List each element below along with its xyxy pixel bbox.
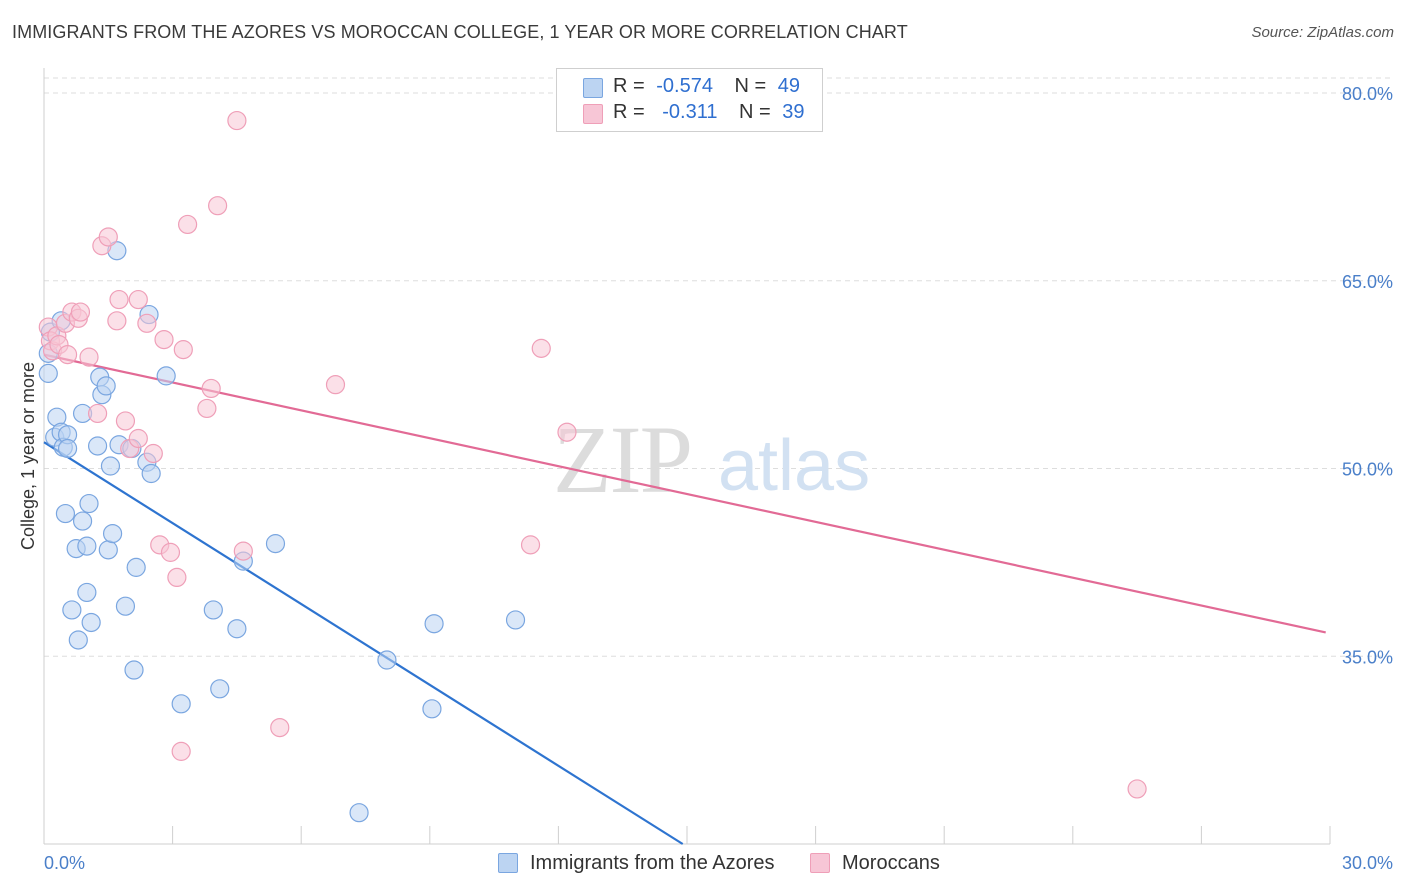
legend-n-label: N =: [739, 101, 771, 123]
data-point-moroccans: [197, 398, 217, 419]
series-name-azores: Immigrants from the Azores: [530, 852, 775, 874]
chart-title: IMMIGRANTS FROM THE AZORES VS MOROCCAN C…: [12, 22, 908, 42]
data-point-azores: [115, 596, 136, 616]
watermark-zip: ZIP: [553, 406, 691, 513]
data-point-moroccans: [143, 443, 163, 464]
data-point-azores: [210, 679, 230, 699]
data-point-moroccans: [154, 330, 174, 350]
data-point-azores: [87, 436, 108, 456]
y-tick-label: 80.0%: [1342, 84, 1393, 104]
data-point-azores: [102, 523, 123, 544]
data-point-moroccans: [128, 428, 148, 449]
data-point-azores: [422, 699, 442, 719]
data-point-moroccans: [115, 411, 136, 431]
data-point-azores: [377, 650, 397, 670]
data-point-azores: [77, 582, 97, 603]
data-point-azores: [55, 503, 76, 524]
data-point-azores: [126, 557, 146, 577]
data-point-moroccans: [109, 289, 129, 310]
x-ticks: [43, 826, 1331, 844]
data-point-moroccans: [233, 541, 253, 561]
legend-n-label: N =: [734, 75, 767, 97]
data-point-moroccans: [98, 227, 118, 247]
data-point-azores: [349, 803, 369, 823]
data-point-moroccans: [171, 741, 191, 761]
data-point-moroccans: [70, 302, 91, 322]
data-point-azores: [424, 614, 444, 634]
x-tick-label-max: 30.0%: [1342, 853, 1393, 873]
data-point-azores: [98, 540, 118, 560]
data-point-azores: [227, 619, 247, 639]
series-swatch-moroccans: [810, 853, 830, 873]
legend-swatch-azores: [583, 78, 603, 98]
data-point-azores: [72, 511, 93, 531]
data-point-moroccans: [557, 422, 577, 442]
data-point-moroccans: [520, 535, 541, 555]
data-point-moroccans: [227, 110, 247, 131]
y-tick-labels: 35.0% 50.0% 65.0% 80.0%: [1342, 84, 1393, 667]
data-point-azores: [505, 610, 526, 630]
data-point-moroccans: [128, 289, 148, 310]
series-name-moroccans: Moroccans: [842, 852, 940, 874]
data-point-moroccans: [178, 214, 198, 235]
data-point-moroccans: [208, 196, 228, 216]
y-tick-label: 35.0%: [1342, 647, 1393, 667]
data-point-moroccans: [167, 567, 187, 588]
legend-r-value-azores: -0.574: [656, 75, 713, 97]
data-point-azores: [77, 536, 97, 556]
legend-r-label: R =: [613, 75, 645, 97]
y-tick-label: 65.0%: [1342, 272, 1393, 292]
watermark-atlas: atlas: [718, 426, 870, 506]
data-point-azores: [124, 660, 144, 680]
data-point-moroccans: [57, 345, 78, 365]
data-point-moroccans: [325, 375, 346, 395]
data-point-azores: [96, 376, 116, 396]
data-point-azores: [68, 630, 88, 650]
series-swatch-azores: [498, 853, 518, 873]
data-point-azores: [203, 600, 223, 620]
data-point-azores: [265, 534, 286, 554]
data-point-azores: [100, 456, 121, 476]
legend-n-value-moroccans: 39: [782, 101, 805, 123]
data-point-moroccans: [1127, 779, 1147, 799]
data-point-moroccans: [173, 340, 193, 360]
data-point-azores: [156, 366, 176, 386]
data-point-azores: [57, 438, 78, 459]
data-point-moroccans: [79, 347, 99, 367]
trendline-azores: [43, 441, 684, 845]
data-point-azores: [141, 463, 161, 484]
legend-r-value-moroccans: -0.311: [662, 101, 718, 123]
data-point-azores: [81, 612, 101, 633]
source-label: Source: ZipAtlas.com: [1251, 24, 1394, 41]
data-point-moroccans: [531, 338, 551, 358]
legend-n-value-azores: 49: [777, 75, 801, 97]
correlation-legend: R = -0.574 N = 49 R = -0.311 N = 39: [556, 68, 823, 132]
y-axis-label: College, 1 year or more: [18, 362, 38, 550]
y-tick-label: 50.0%: [1342, 460, 1393, 480]
data-point-moroccans: [160, 542, 181, 562]
data-point-azores: [62, 600, 82, 620]
data-point-azores: [38, 363, 58, 383]
data-point-moroccans: [87, 403, 108, 424]
data-point-moroccans: [107, 311, 127, 331]
watermark: ZIP atlas: [553, 406, 870, 513]
data-point-azores: [79, 493, 99, 514]
data-point-moroccans: [270, 717, 290, 738]
legend-swatch-moroccans: [583, 104, 603, 124]
data-point-azores: [171, 694, 191, 714]
x-tick-label-min: 0.0%: [44, 853, 85, 873]
trendline-moroccans: [43, 353, 1326, 634]
data-point-moroccans: [137, 313, 157, 333]
data-point-moroccans: [201, 378, 221, 399]
legend-r-label: R =: [613, 101, 645, 123]
trend-lines: [43, 353, 1326, 845]
